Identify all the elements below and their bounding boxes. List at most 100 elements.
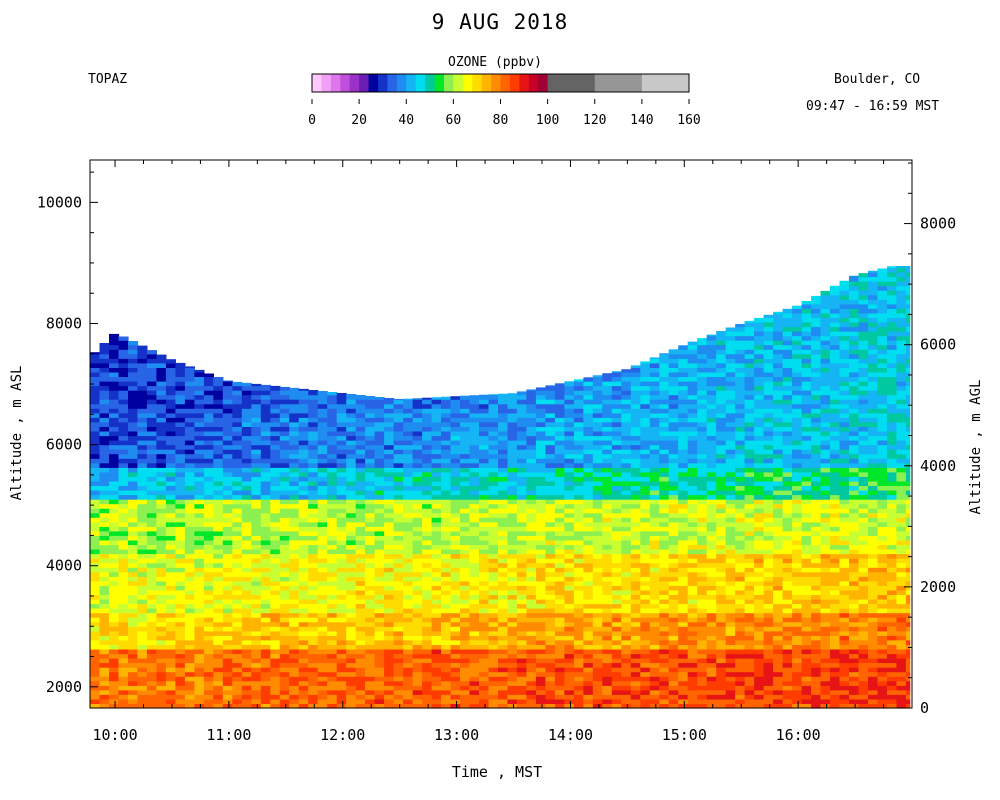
- ozone-cell: [232, 680, 243, 686]
- ozone-cell: [241, 617, 252, 623]
- ozone-cell: [203, 535, 214, 541]
- ozone-cell: [308, 694, 319, 700]
- ozone-cell: [640, 671, 651, 677]
- ozone-cell: [431, 399, 442, 405]
- ozone-cell: [516, 494, 527, 500]
- ozone-cell: [298, 680, 309, 686]
- ozone-cell: [412, 567, 423, 573]
- ozone-cell: [592, 603, 603, 609]
- ozone-cell: [659, 571, 670, 577]
- ozone-cell: [90, 553, 101, 559]
- ozone-cell: [355, 576, 366, 582]
- ozone-cell: [194, 521, 205, 527]
- ozone-cell: [260, 599, 271, 605]
- ozone-cell: [678, 530, 689, 536]
- ozone-cell: [716, 617, 727, 623]
- ozone-cell: [564, 517, 575, 523]
- ozone-cell: [355, 399, 366, 405]
- ozone-cell: [621, 544, 632, 550]
- ozone-cell: [630, 408, 641, 414]
- ozone-cell: [384, 399, 395, 405]
- ozone-cell: [146, 685, 157, 691]
- ozone-cell: [706, 662, 717, 668]
- ozone-cell: [602, 408, 613, 414]
- ozone-cell: [630, 526, 641, 532]
- ozone-cell: [118, 612, 129, 618]
- colorbar-frame: [311, 73, 690, 93]
- ozone-cell: [460, 485, 471, 491]
- ozone-cell: [213, 440, 224, 446]
- ozone-cell: [687, 494, 698, 500]
- ozone-cell: [260, 431, 271, 437]
- ozone-cell: [422, 630, 433, 636]
- ozone-cell: [156, 676, 167, 682]
- ozone-cell: [298, 535, 309, 541]
- ozone-cell: [583, 689, 594, 695]
- ozone-cell: [184, 431, 195, 437]
- ozone-cell: [308, 621, 319, 627]
- ozone-cell: [365, 589, 376, 595]
- ozone-cell: [649, 458, 660, 464]
- ozone-cell: [175, 694, 186, 700]
- ozone-cell: [602, 630, 613, 636]
- ozone-cell: [488, 408, 499, 414]
- ozone-cell: [194, 408, 205, 414]
- ozone-cell: [156, 644, 167, 650]
- ozone-cell: [165, 630, 176, 636]
- ozone-cell: [222, 608, 233, 614]
- ozone-cell: [99, 653, 110, 659]
- ozone-cell: [156, 549, 167, 555]
- ozone-cell: [365, 553, 376, 559]
- ozone-cell: [431, 589, 442, 595]
- ozone-cell: [156, 440, 167, 446]
- ozone-cell: [564, 412, 575, 418]
- ozone-cell: [213, 639, 224, 645]
- ozone-cell: [213, 512, 224, 518]
- ozone-cell: [384, 644, 395, 650]
- ozone-cell: [516, 391, 527, 396]
- ozone-cell: [412, 535, 423, 541]
- ozone-cell: [346, 544, 357, 550]
- ozone-cell: [488, 658, 499, 664]
- ozone-cell: [697, 353, 708, 359]
- ozone-cell: [621, 676, 632, 682]
- ozone-cell: [279, 412, 290, 418]
- ozone-cell: [460, 549, 471, 555]
- ozone-cell: [365, 485, 376, 491]
- ozone-cell: [583, 449, 594, 455]
- ozone-cell: [241, 440, 252, 446]
- ozone-cell: [535, 408, 546, 414]
- ozone-cell: [90, 526, 101, 532]
- ozone-cell: [583, 453, 594, 459]
- ozone-cell: [422, 449, 433, 455]
- ozone-cell: [118, 608, 129, 614]
- ozone-cell: [678, 376, 689, 382]
- ozone-cell: [602, 421, 613, 427]
- ozone-cell: [725, 698, 736, 704]
- ozone-cell: [507, 680, 518, 686]
- ozone-cell: [450, 458, 461, 464]
- ozone-cell: [516, 603, 527, 609]
- ozone-cell: [213, 612, 224, 618]
- ozone-cell: [716, 340, 727, 346]
- ozone-cell: [146, 350, 157, 355]
- ozone-cell: [118, 562, 129, 568]
- ozone-cell: [118, 649, 129, 655]
- ozone-cell: [99, 403, 110, 409]
- ozone-cell: [260, 494, 271, 500]
- ozone-cell: [346, 662, 357, 668]
- ozone-cell: [716, 462, 727, 468]
- colorbar-swatch: [321, 74, 332, 92]
- ozone-cell: [687, 644, 698, 650]
- ozone-cell: [99, 458, 110, 464]
- ozone-cell: [554, 576, 565, 582]
- ozone-cell: [573, 658, 584, 664]
- ozone-cell: [592, 562, 603, 568]
- ozone-cell: [308, 626, 319, 632]
- ozone-cell: [583, 698, 594, 704]
- ozone-cell: [194, 403, 205, 409]
- ozone-cell: [498, 671, 509, 677]
- ozone-cell: [128, 626, 139, 632]
- ozone-cell: [137, 458, 148, 464]
- ozone-cell: [573, 453, 584, 459]
